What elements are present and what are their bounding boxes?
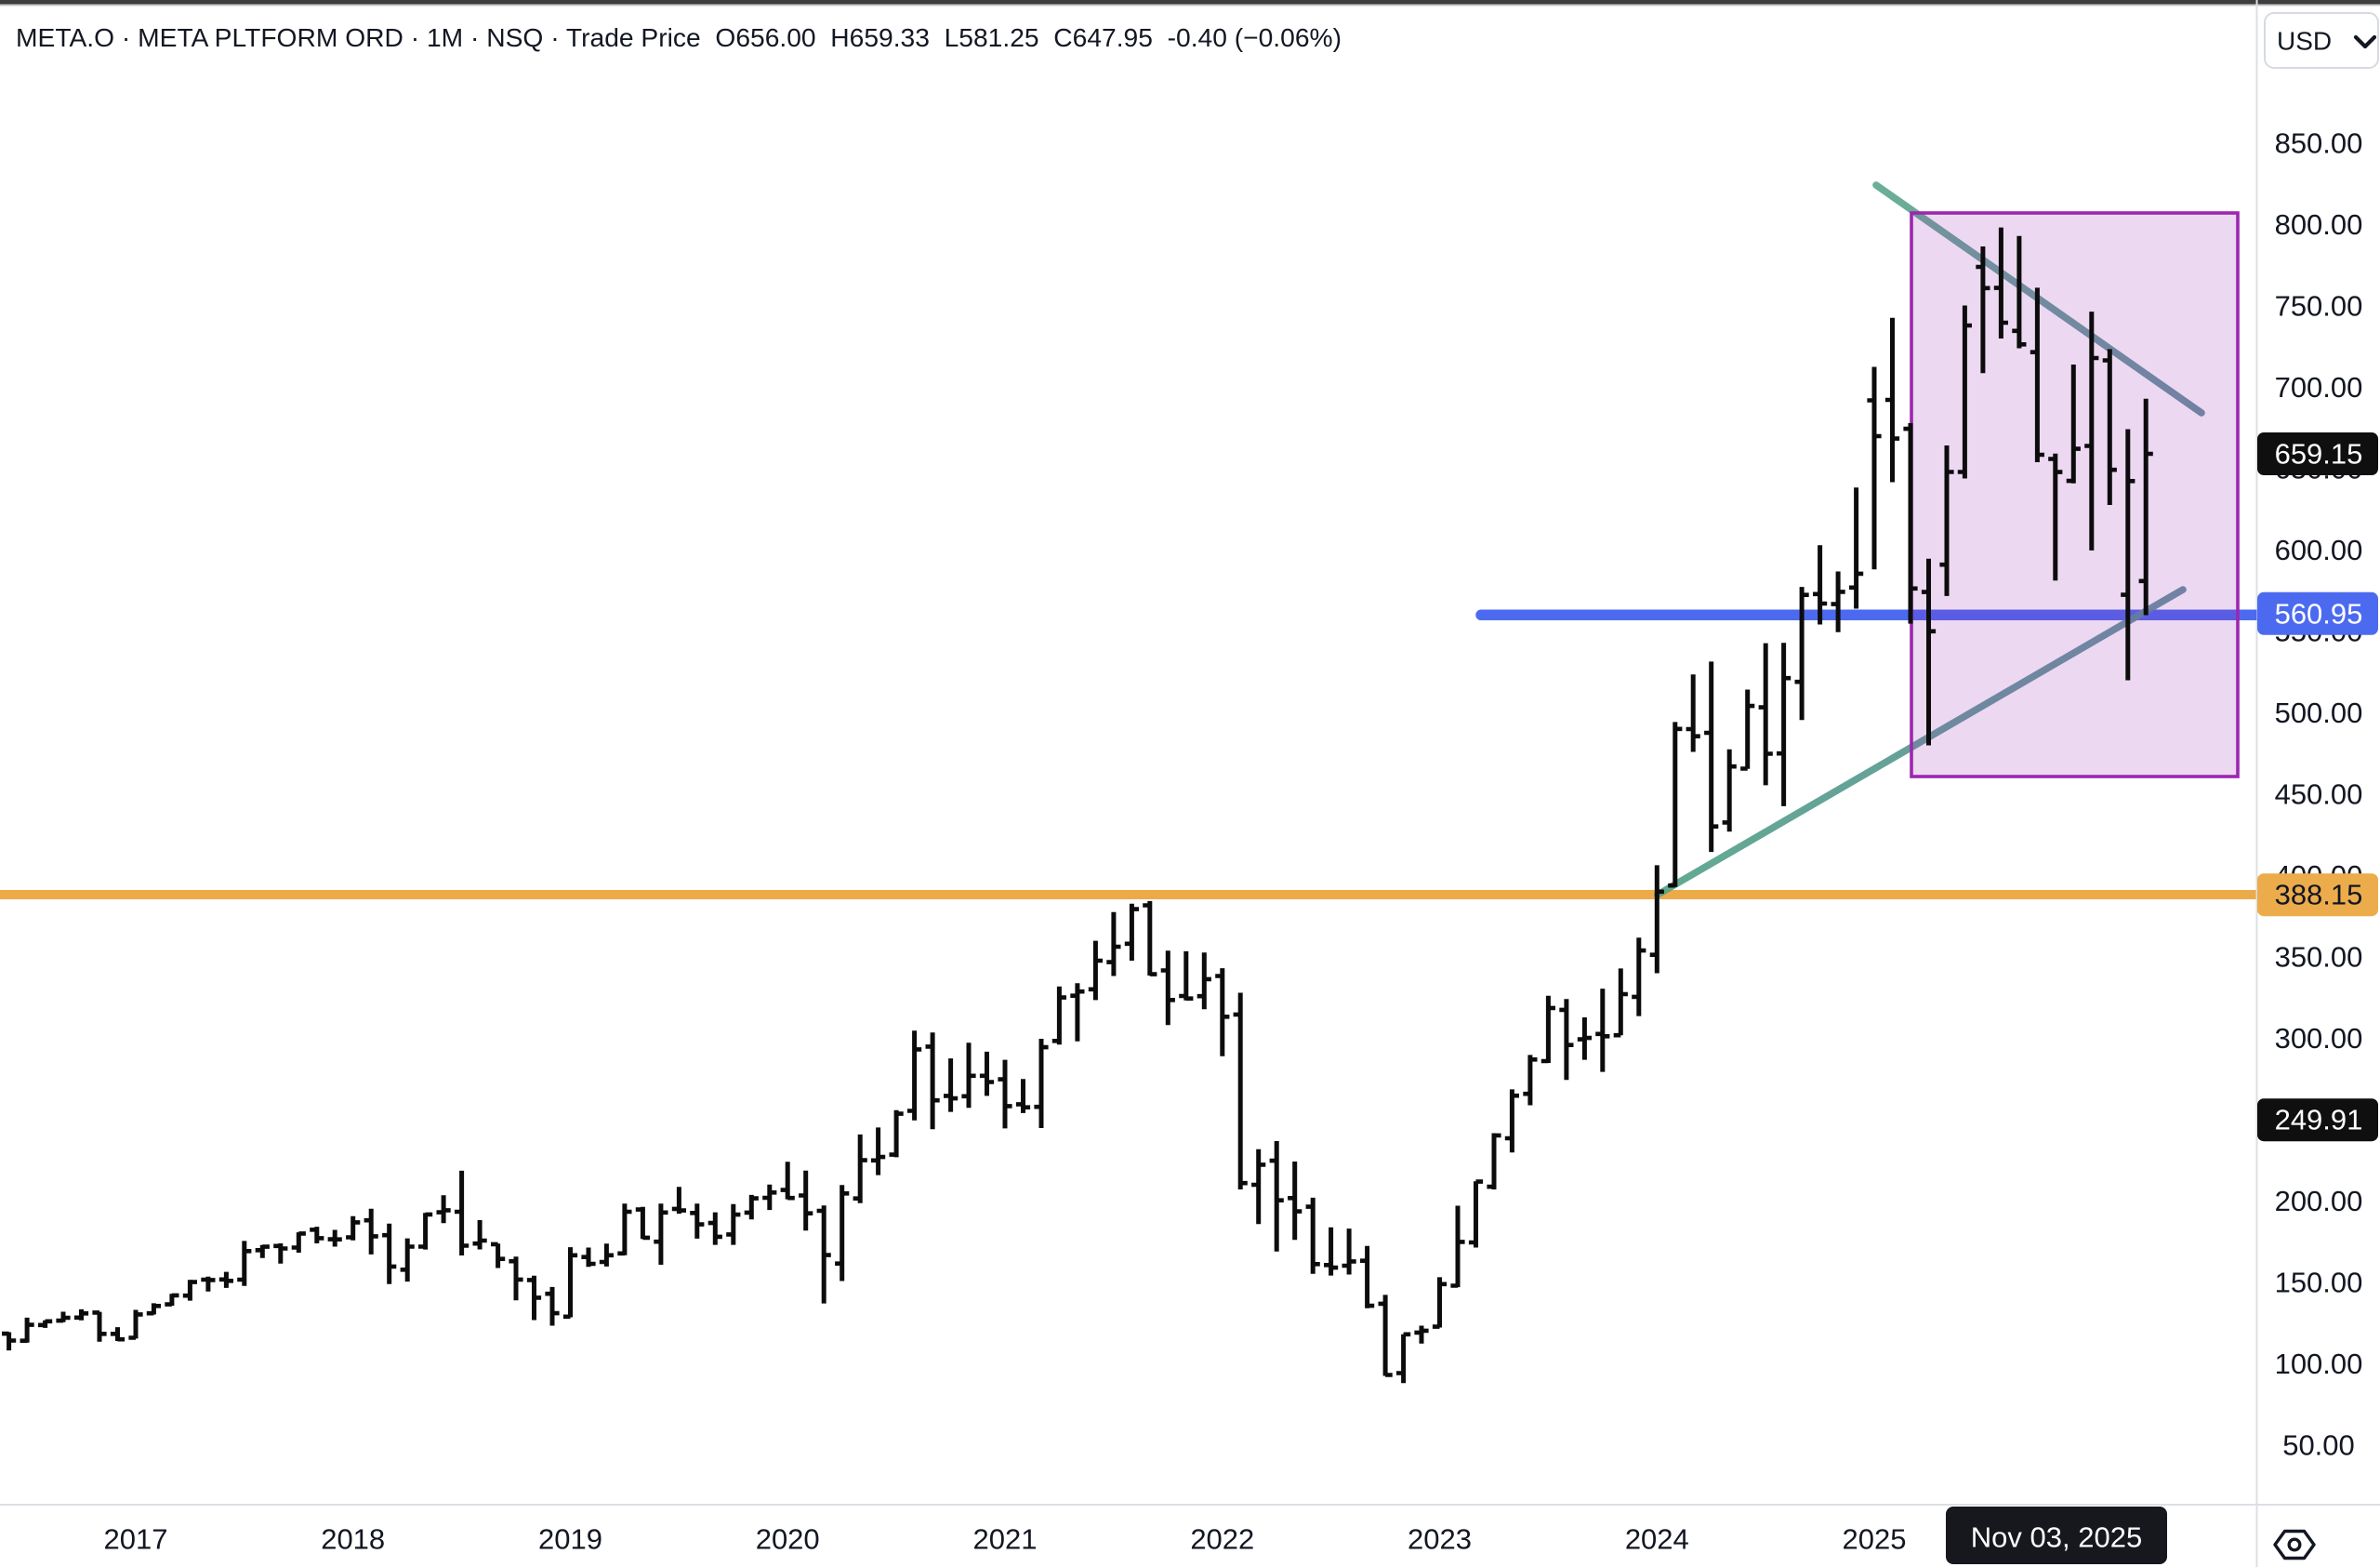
svg-text:750.00: 750.00 [2275, 290, 2363, 323]
svg-text:2025: 2025 [1843, 1523, 1907, 1556]
svg-text:659.15: 659.15 [2275, 438, 2363, 471]
svg-text:2022: 2022 [1190, 1523, 1254, 1556]
svg-text:350.00: 350.00 [2275, 941, 2363, 974]
svg-text:2019: 2019 [538, 1523, 602, 1556]
svg-text:2024: 2024 [1625, 1523, 1689, 1556]
svg-text:300.00: 300.00 [2275, 1022, 2363, 1055]
svg-text:USD: USD [2277, 27, 2332, 56]
svg-text:2020: 2020 [756, 1523, 820, 1556]
svg-text:560.95: 560.95 [2275, 597, 2363, 630]
svg-text:500.00: 500.00 [2275, 697, 2363, 729]
svg-text:600.00: 600.00 [2275, 534, 2363, 566]
svg-text:2021: 2021 [973, 1523, 1038, 1556]
svg-text:META.O · META PLTFORM ORD · 1M: META.O · META PLTFORM ORD · 1M · NSQ · T… [16, 23, 1342, 52]
svg-text:2023: 2023 [1408, 1523, 1472, 1556]
svg-text:450.00: 450.00 [2275, 778, 2363, 811]
svg-text:200.00: 200.00 [2275, 1185, 2363, 1217]
svg-text:50.00: 50.00 [2282, 1429, 2355, 1462]
svg-text:2017: 2017 [104, 1523, 168, 1556]
svg-text:249.91: 249.91 [2275, 1104, 2363, 1136]
svg-text:150.00: 150.00 [2275, 1267, 2363, 1299]
svg-text:100.00: 100.00 [2275, 1348, 2363, 1380]
svg-text:Nov 03, 2025: Nov 03, 2025 [1971, 1521, 2142, 1554]
svg-text:700.00: 700.00 [2275, 371, 2363, 404]
svg-text:2018: 2018 [321, 1523, 385, 1556]
svg-text:800.00: 800.00 [2275, 208, 2363, 241]
svg-text:388.15: 388.15 [2275, 879, 2363, 911]
svg-text:850.00: 850.00 [2275, 127, 2363, 160]
